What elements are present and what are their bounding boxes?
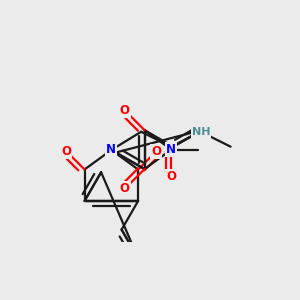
Text: N: N	[166, 143, 176, 156]
Text: O: O	[120, 182, 130, 195]
Text: N: N	[106, 143, 116, 157]
Text: O: O	[61, 145, 71, 158]
Text: O: O	[166, 170, 176, 183]
Text: NH: NH	[191, 127, 210, 137]
Text: O: O	[120, 104, 130, 117]
Text: O: O	[152, 145, 161, 158]
